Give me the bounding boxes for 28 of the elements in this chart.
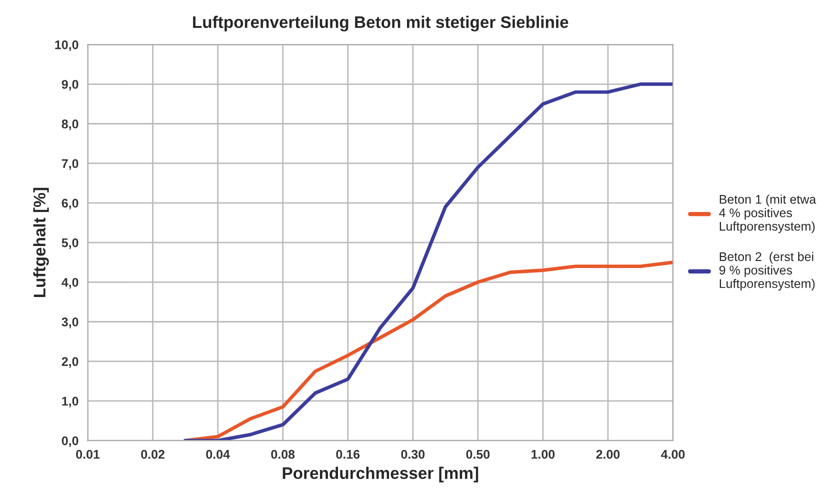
chart-title: Luftporenverteilung Beton mit stetiger Sieblinie bbox=[193, 16, 568, 32]
legend-label: Beton 1 (mit etwa 4 % positives Luftporensystem) bbox=[719, 194, 816, 234]
y-tick-label: 10,0 bbox=[55, 40, 78, 52]
x-tick-label: 0.50 bbox=[466, 450, 490, 459]
x-tick-label: 0.04 bbox=[206, 450, 230, 459]
y-tick-label: 4,0 bbox=[62, 278, 78, 289]
y-tick-label: 1,0 bbox=[62, 396, 78, 408]
y-tick-label: 0,0 bbox=[62, 436, 78, 448]
y-tick-label: 8,0 bbox=[62, 120, 78, 130]
y-tick-label: 2,0 bbox=[62, 357, 78, 368]
x-tick-label: 0.01 bbox=[76, 450, 100, 459]
x-axis-title: Porendurchmesser [mm] bbox=[282, 466, 478, 482]
y-tick-label: 5,0 bbox=[62, 238, 78, 250]
x-tick-label: 4.00 bbox=[661, 450, 685, 459]
y-tick-label: 3,0 bbox=[62, 318, 78, 328]
y-tick-label: 6,0 bbox=[62, 198, 78, 210]
x-tick-label: 0.30 bbox=[401, 450, 425, 459]
x-tick-label: 0.08 bbox=[271, 450, 295, 459]
legend-label: Beton 2 (erst bei 9 % positives Luftporensystem) bbox=[719, 252, 815, 291]
x-tick-label: 1.00 bbox=[532, 450, 555, 459]
line-series bbox=[184, 82, 673, 441]
x-tick-label: 0.02 bbox=[141, 450, 164, 459]
line-series bbox=[184, 260, 673, 441]
y-axis-title: Luftgehalt [%] bbox=[33, 188, 49, 297]
y-tick-label: 9,0 bbox=[62, 80, 78, 91]
x-tick-label: 2.00 bbox=[596, 450, 620, 459]
x-tick-label: 0.16 bbox=[336, 450, 360, 459]
y-tick-label: 7,0 bbox=[62, 159, 78, 170]
